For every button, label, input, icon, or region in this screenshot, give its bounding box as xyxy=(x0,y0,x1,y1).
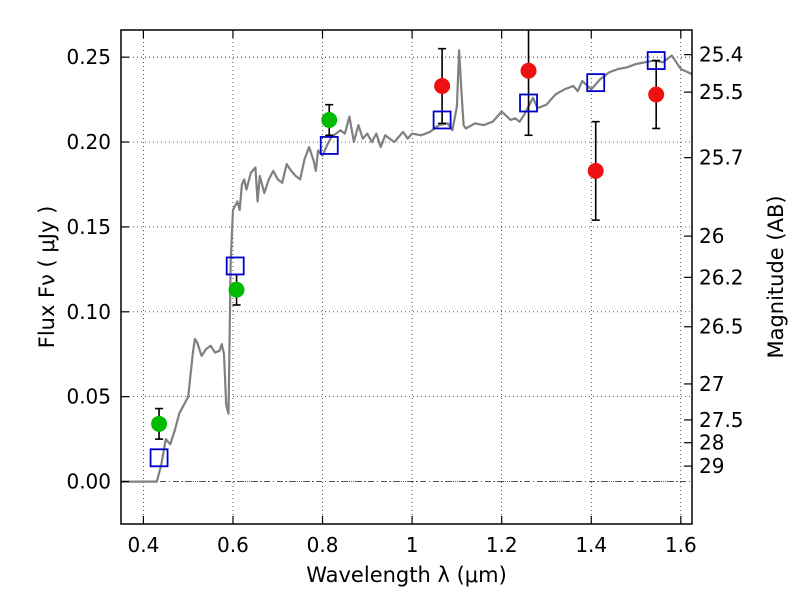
y-tick-label: 0.15 xyxy=(66,215,111,239)
right-tick-label: 25.7 xyxy=(699,146,744,170)
model-band-square xyxy=(519,93,538,113)
right-tick-label: 27 xyxy=(699,372,724,396)
red-data-point xyxy=(648,86,665,103)
red-data-point xyxy=(434,78,451,95)
model-band-square xyxy=(432,110,452,130)
right-tick-label: 25.4 xyxy=(699,43,744,67)
red-data-point xyxy=(587,162,604,179)
plot-frame xyxy=(120,29,693,525)
x-tick-label: 1.2 xyxy=(486,533,518,557)
red-data-point xyxy=(520,62,537,79)
right-tick-label: 29 xyxy=(699,454,724,478)
x-tick-label: 0.4 xyxy=(127,533,159,557)
sed-model-line xyxy=(121,49,693,483)
green-data-point xyxy=(321,111,338,128)
right-tick-label: 26.2 xyxy=(699,265,744,289)
green-data-point xyxy=(228,281,245,298)
x-tick-label: 0.6 xyxy=(217,533,249,557)
y-tick-label: 0.20 xyxy=(66,130,111,154)
y-tick-label: 0.05 xyxy=(66,385,111,409)
y-axis-title: Flux Fν ( μJy ) xyxy=(35,206,59,349)
right-tick-label: 26.5 xyxy=(699,315,744,339)
right-tick-label: 26 xyxy=(699,224,724,248)
model-band-square xyxy=(149,448,169,468)
right-tick-label: 25.5 xyxy=(699,80,744,104)
y-tick-label: 0.25 xyxy=(66,45,111,69)
right-axis-title: Magnitude (AB) xyxy=(764,195,788,358)
y-tick-label: 0.10 xyxy=(66,300,111,324)
plot-area xyxy=(121,30,693,483)
x-tick-label: 1.4 xyxy=(575,533,607,557)
y-tick-label: 0.00 xyxy=(66,470,111,494)
model-band-square xyxy=(225,256,245,276)
right-tick-label: 28 xyxy=(699,431,724,455)
right-tick-label: 27.5 xyxy=(699,408,744,432)
grid-lines xyxy=(121,30,692,524)
x-axis-title: Wavelength λ (μm) xyxy=(306,563,507,587)
axis-ticks: 0.4 0.6 0.8 1 1.2 1.4 1.6 0.00 0.05 0.10 0.15 0.20 0… xyxy=(66,30,744,557)
x-tick-label: 1.6 xyxy=(665,533,697,557)
green-data-point xyxy=(151,415,168,432)
model-band-square xyxy=(646,51,666,70)
x-tick-label: 1 xyxy=(406,533,419,557)
model-band-square xyxy=(319,136,339,155)
x-tick-label: 0.8 xyxy=(307,533,339,557)
model-band-square xyxy=(586,73,606,93)
